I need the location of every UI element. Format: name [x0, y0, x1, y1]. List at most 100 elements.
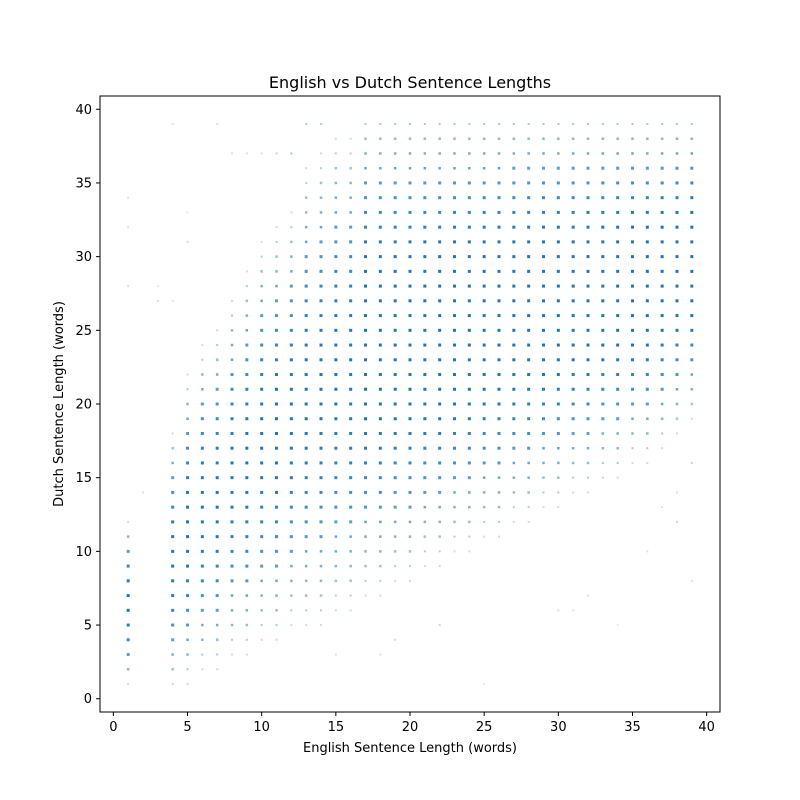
- data-point: [601, 373, 605, 377]
- data-point: [541, 255, 545, 259]
- data-point: [468, 520, 471, 524]
- data-point: [260, 373, 264, 377]
- data-point: [541, 269, 545, 273]
- data-point: [378, 461, 382, 465]
- data-point: [186, 608, 190, 612]
- data-point: [438, 299, 442, 303]
- data-point: [438, 196, 442, 200]
- data-point: [482, 328, 486, 332]
- data-point: [557, 506, 560, 509]
- data-point: [645, 314, 649, 318]
- data-point: [290, 255, 293, 258]
- data-point: [334, 211, 338, 214]
- data-point: [245, 623, 249, 627]
- data-point: [616, 432, 619, 435]
- data-point: [349, 402, 353, 406]
- data-point: [230, 549, 234, 553]
- data-point: [334, 314, 338, 318]
- data-point: [467, 299, 471, 303]
- data-point: [631, 447, 634, 450]
- data-point: [319, 431, 323, 435]
- data-point: [289, 446, 293, 450]
- data-point: [453, 358, 456, 362]
- data-point: [275, 314, 279, 318]
- data-point: [690, 343, 694, 347]
- data-point: [334, 196, 338, 199]
- data-point: [645, 269, 649, 273]
- data-point: [556, 210, 560, 214]
- data-point: [349, 564, 352, 568]
- data-point: [601, 225, 605, 229]
- data-point: [616, 269, 620, 273]
- data-point: [468, 505, 471, 509]
- data-point: [512, 314, 516, 318]
- data-point: [379, 152, 382, 155]
- data-point: [467, 358, 471, 362]
- data-point: [364, 152, 367, 155]
- data-point: [438, 402, 442, 406]
- data-point: [245, 373, 249, 377]
- data-point: [601, 476, 604, 479]
- data-point: [675, 255, 679, 259]
- data-point: [438, 387, 442, 391]
- data-point: [186, 505, 190, 509]
- data-point: [556, 417, 560, 421]
- data-point: [512, 387, 516, 391]
- data-point: [438, 123, 441, 125]
- data-point: [423, 123, 426, 125]
- data-point: [453, 505, 456, 509]
- data-point: [482, 461, 486, 465]
- data-point: [423, 373, 427, 377]
- data-point: [571, 137, 575, 140]
- data-point: [586, 255, 590, 259]
- data-point: [453, 284, 456, 288]
- data-point: [423, 535, 427, 538]
- data-point: [690, 388, 694, 391]
- data-point: [423, 181, 427, 185]
- data-point: [334, 343, 338, 347]
- data-point: [556, 269, 560, 273]
- data-point: [230, 431, 234, 435]
- data-point: [186, 579, 190, 583]
- data-point: [290, 579, 293, 583]
- data-point: [289, 387, 293, 391]
- data-point: [467, 196, 471, 200]
- y-tick-label: 10: [75, 545, 92, 560]
- data-point: [616, 358, 620, 362]
- data-point: [675, 520, 678, 523]
- data-point: [408, 299, 412, 303]
- data-point: [482, 431, 486, 435]
- data-point: [571, 255, 575, 259]
- data-point: [527, 461, 530, 465]
- data-point: [438, 373, 442, 377]
- data-point: [245, 653, 248, 656]
- data-point: [364, 284, 367, 288]
- data-point: [408, 446, 412, 450]
- data-point: [364, 123, 367, 125]
- data-point: [171, 299, 174, 302]
- y-ticks: 0 5 10 15 20 25 30 35 40: [75, 103, 100, 707]
- data-point: [275, 535, 279, 539]
- data-point: [601, 123, 604, 125]
- data-point: [556, 328, 560, 332]
- data-point: [557, 152, 560, 155]
- data-point: [334, 550, 338, 553]
- data-point: [245, 564, 249, 568]
- data-point: [438, 255, 442, 259]
- data-point: [467, 387, 471, 391]
- data-point: [230, 609, 234, 612]
- data-point: [200, 505, 204, 509]
- data-point: [305, 624, 308, 627]
- data-point: [349, 269, 353, 273]
- data-point: [349, 476, 353, 480]
- data-point: [378, 490, 382, 494]
- data-point: [349, 431, 353, 435]
- data-point: [245, 343, 249, 347]
- data-point: [200, 594, 204, 598]
- data-point: [497, 196, 501, 200]
- data-point: [349, 181, 352, 185]
- data-point: [304, 446, 308, 450]
- data-point: [675, 432, 678, 435]
- data-point: [645, 210, 649, 214]
- data-point: [482, 402, 486, 406]
